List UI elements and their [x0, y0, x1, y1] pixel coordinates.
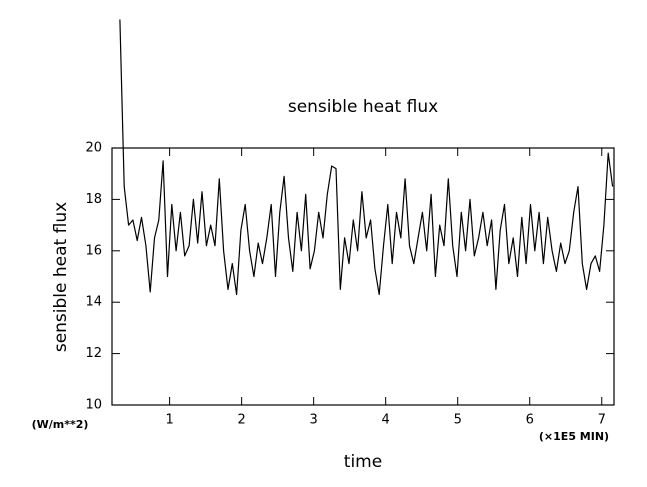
- x-unit: (×1E5 MIN): [539, 430, 609, 443]
- chart-title: sensible heat flux: [288, 97, 438, 117]
- y-axis-label: sensible heat flux: [51, 202, 71, 352]
- x-tick-label: 2: [238, 413, 246, 428]
- x-axis-label: time: [344, 452, 382, 472]
- x-tick-label: 4: [382, 413, 390, 428]
- y-tick-label: 10: [85, 398, 102, 413]
- y-tick-label: 20: [85, 141, 102, 156]
- y-unit: (W/m**2): [32, 418, 89, 431]
- y-tick-label: 16: [85, 243, 102, 258]
- x-tick-label: 1: [165, 413, 173, 428]
- plot-frame: [111, 147, 615, 406]
- y-tick-label: 12: [85, 346, 102, 361]
- data-line: [119, 19, 614, 296]
- y-tick-label: 14: [85, 295, 102, 310]
- y-tick-label: 18: [85, 192, 102, 207]
- x-tick-label: 6: [526, 413, 534, 428]
- x-tick-label: 3: [310, 413, 318, 428]
- x-tick-label: 5: [454, 413, 462, 428]
- x-tick-label: 7: [598, 413, 606, 428]
